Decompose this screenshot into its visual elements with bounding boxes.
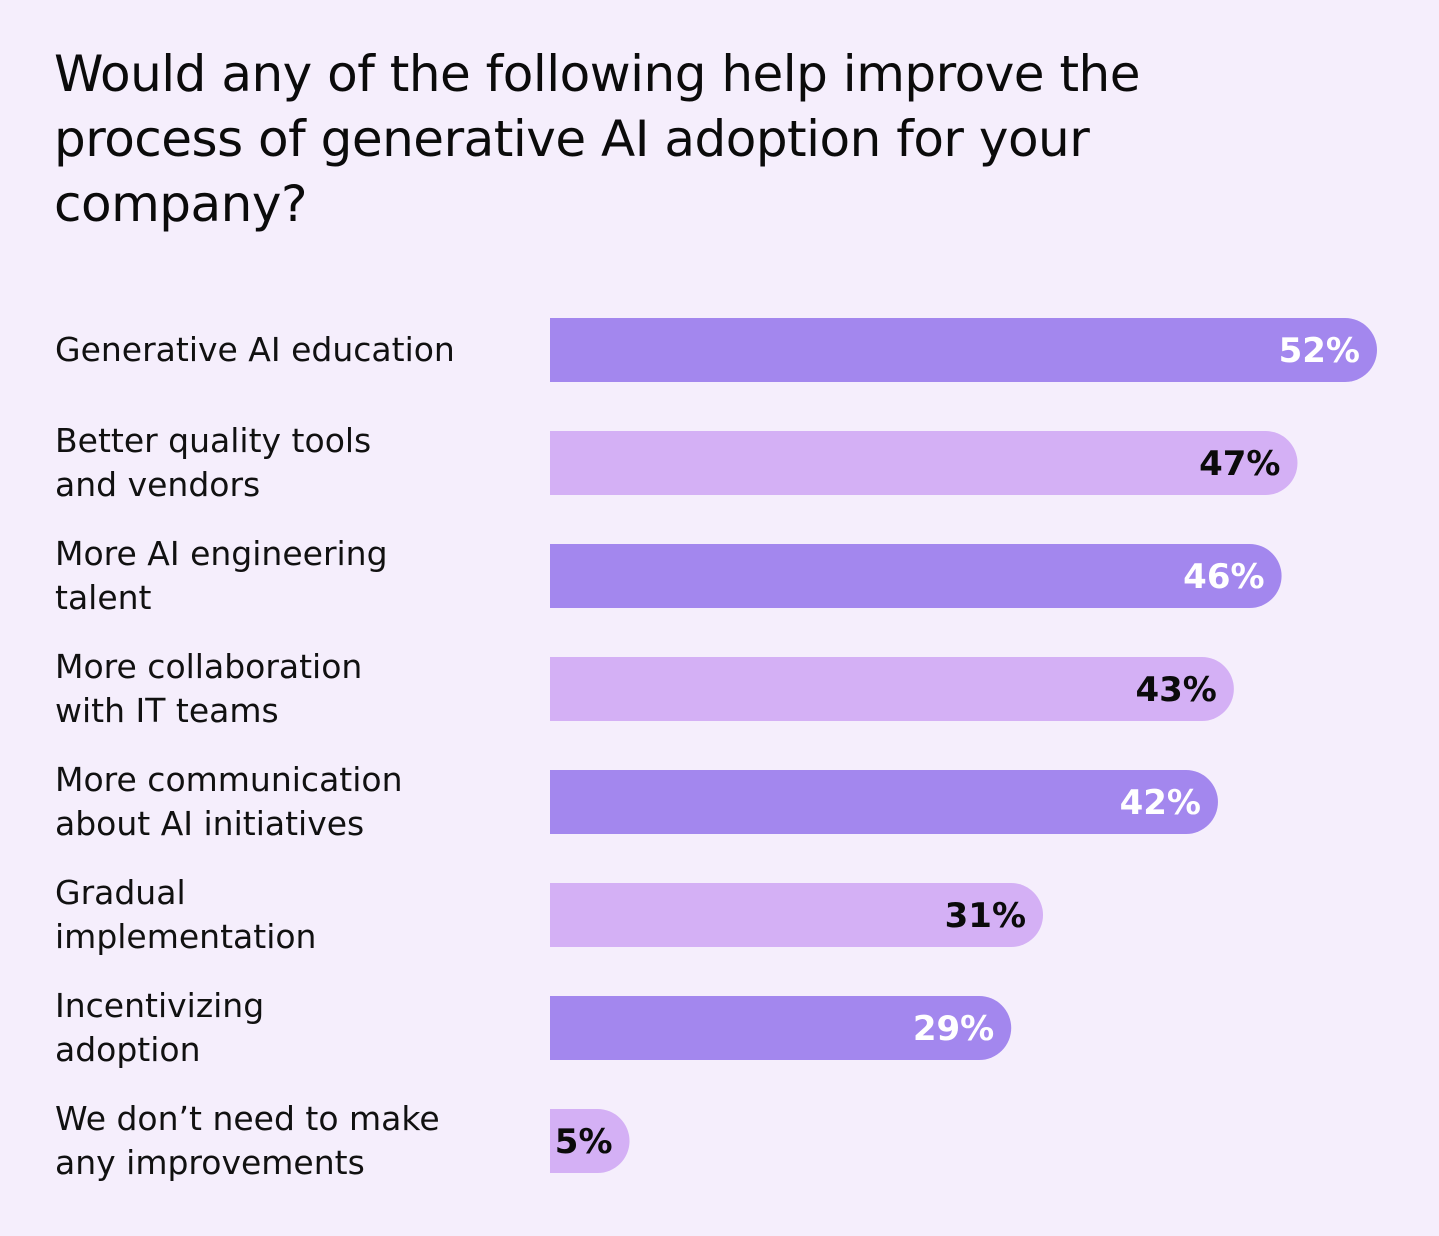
category-label-line: adoption <box>55 1030 201 1069</box>
value-label: 31% <box>945 896 1026 936</box>
bar-group: 52% Generative AI education <box>55 318 1377 382</box>
bar <box>550 770 1218 834</box>
value-label: 52% <box>1279 331 1360 371</box>
bar <box>550 544 1282 608</box>
bar-group: 42% More communication about AI initiative… <box>55 760 1218 843</box>
category-label-line: and vendors <box>55 465 260 504</box>
category-label-line: More communication <box>55 760 403 799</box>
bar-group: 5% We don’t need to make any improvements <box>55 1099 630 1182</box>
category-label: Gradual implementation <box>55 873 316 956</box>
category-label-line: Incentivizing <box>55 986 264 1025</box>
value-label: 46% <box>1183 557 1264 597</box>
category-label-line: Better quality tools <box>55 421 371 460</box>
category-label: More AI engineering talent <box>55 534 388 617</box>
category-label: Generative AI education <box>55 330 455 369</box>
category-label-line: More AI engineering <box>55 534 388 573</box>
category-label-line: about AI initiatives <box>55 804 364 843</box>
category-label-line: Generative AI education <box>55 330 455 369</box>
category-label: More collaboration with IT teams <box>55 647 362 730</box>
bar-group: 46% More AI engineering talent <box>55 534 1282 617</box>
bar-group: 43% More collaboration with IT teams <box>55 647 1234 730</box>
bar <box>550 883 1044 947</box>
category-label: We don’t need to make any improvements <box>55 1099 440 1182</box>
category-label-line: We don’t need to make <box>55 1099 440 1138</box>
category-label-line: with IT teams <box>55 691 279 730</box>
bar <box>550 657 1234 721</box>
category-label: Better quality tools and vendors <box>55 421 371 504</box>
category-label-line: any improvements <box>55 1143 365 1182</box>
category-label-line: More collaboration <box>55 647 362 686</box>
bar <box>550 431 1298 495</box>
chart-title: Would any of the following help improve … <box>54 45 1141 233</box>
category-label-line: implementation <box>55 917 316 956</box>
value-label: 47% <box>1199 444 1280 484</box>
category-label-line: Gradual <box>55 873 186 912</box>
bar <box>550 318 1377 382</box>
bar <box>550 1109 630 1173</box>
category-label-line: talent <box>55 578 152 617</box>
value-label: 43% <box>1135 670 1216 710</box>
value-label: 5% <box>555 1122 613 1162</box>
bar-group: 31% Gradual implementation <box>55 873 1044 956</box>
bar <box>550 996 1012 1060</box>
bar-group: 29% Incentivizing adoption <box>55 986 1012 1069</box>
bar-group: 47% Better quality tools and vendors <box>55 421 1298 504</box>
value-label: 29% <box>913 1009 994 1049</box>
value-label: 42% <box>1120 783 1201 823</box>
category-label: More communication about AI initiatives <box>55 760 403 843</box>
category-label: Incentivizing adoption <box>55 986 264 1069</box>
